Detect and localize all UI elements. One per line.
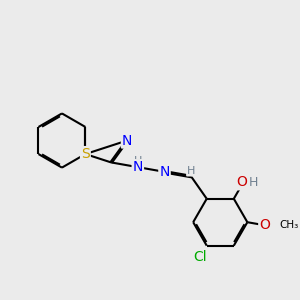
Text: H: H bbox=[187, 166, 195, 176]
Text: N: N bbox=[159, 165, 170, 179]
Text: O: O bbox=[236, 175, 247, 189]
Text: H: H bbox=[249, 176, 258, 189]
Text: N: N bbox=[122, 134, 132, 148]
Text: O: O bbox=[259, 218, 270, 232]
Text: N: N bbox=[133, 160, 143, 174]
Text: CH₃: CH₃ bbox=[280, 220, 299, 230]
Text: Cl: Cl bbox=[193, 250, 207, 264]
Text: S: S bbox=[81, 147, 90, 161]
Text: H: H bbox=[134, 156, 142, 166]
